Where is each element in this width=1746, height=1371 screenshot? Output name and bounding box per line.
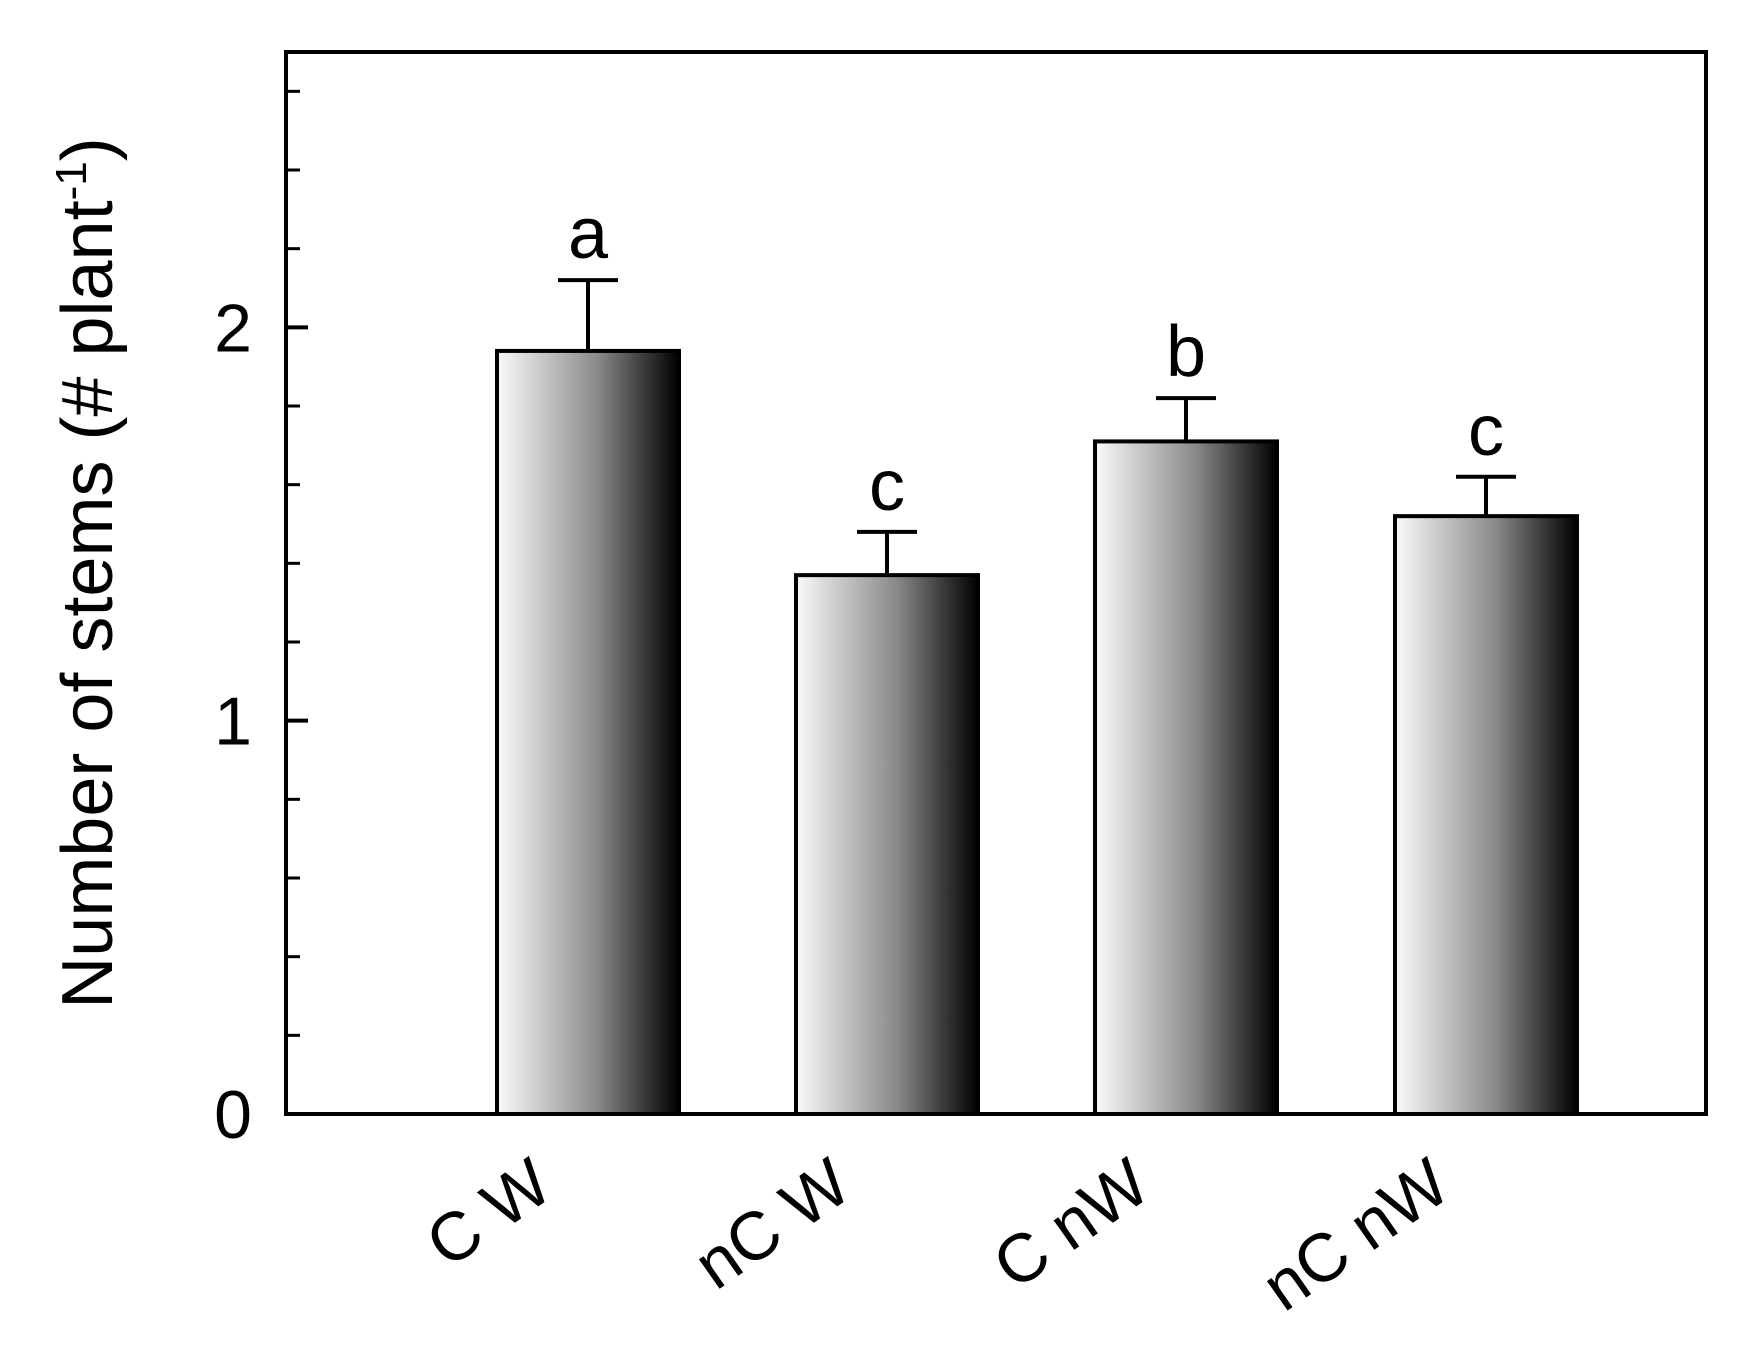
significance-label-0: a	[568, 194, 609, 274]
y-tick-label-2: 2	[214, 290, 252, 366]
plot-frame	[284, 50, 1708, 1116]
category-label-2: C nW	[980, 1144, 1163, 1304]
category-label-1: nC W	[681, 1144, 864, 1304]
bars-layer	[495, 348, 1579, 1116]
y-axis-title-main: Number of stems (# plant	[48, 200, 128, 1008]
significance-label-1: c	[869, 446, 905, 526]
y-tick-label-1: 1	[214, 684, 252, 760]
bar-0	[495, 348, 681, 1116]
bar-2	[1093, 439, 1279, 1116]
y-axis-title-superscript: -1	[47, 161, 96, 200]
category-label-3: nC nW	[1249, 1144, 1463, 1325]
y-axis-title: Number of stems (# plant-1)	[47, 137, 128, 1008]
x-axis-category-labels: C W nC W C nW nC nW	[413, 1144, 1463, 1325]
category-label-0: C W	[413, 1144, 565, 1282]
significance-labels-layer: a c b c	[568, 194, 1504, 526]
error-bars-layer	[558, 278, 1516, 576]
bar-1	[794, 573, 980, 1116]
significance-label-2: b	[1166, 312, 1206, 392]
y-axis-title-close: )	[48, 137, 128, 161]
y-axis-ticks: 0 1 2	[214, 89, 308, 1153]
y-tick-label-0: 0	[214, 1077, 252, 1153]
bar-3	[1393, 514, 1579, 1116]
significance-label-3: c	[1468, 391, 1504, 471]
